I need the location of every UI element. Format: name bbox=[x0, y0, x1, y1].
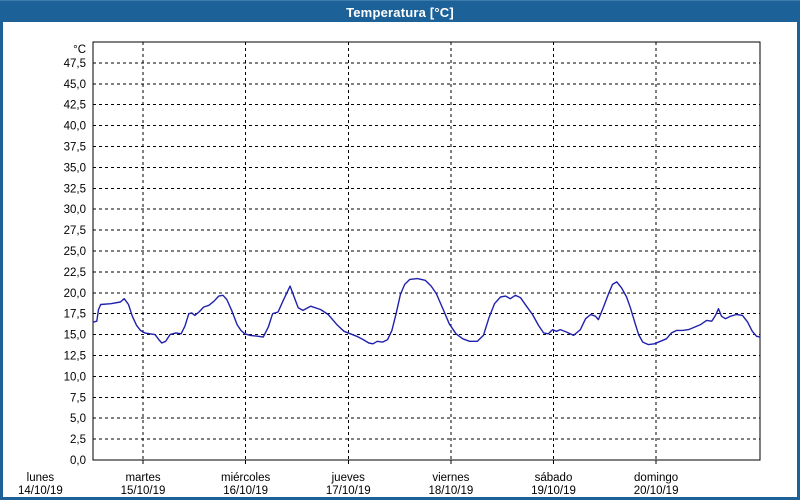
y-tick-label: 12,5 bbox=[64, 351, 86, 363]
x-day-label: jueves bbox=[331, 472, 365, 484]
y-tick-label: 2,5 bbox=[70, 434, 86, 446]
x-date-label: 18/10/19 bbox=[428, 485, 473, 497]
y-tick-label: 25,0 bbox=[64, 246, 86, 258]
x-date-label: 20/10/19 bbox=[634, 485, 679, 497]
x-day-label: miércoles bbox=[221, 472, 270, 484]
x-day-label: domingo bbox=[634, 472, 678, 484]
x-day-label: viernes bbox=[432, 472, 469, 484]
x-day-label: martes bbox=[125, 472, 160, 484]
y-tick-label: 45,0 bbox=[64, 79, 86, 91]
x-date-label: 15/10/19 bbox=[121, 485, 166, 497]
x-date-label: 17/10/19 bbox=[326, 485, 371, 497]
y-tick-label: 20,0 bbox=[64, 288, 86, 300]
y-tick-label: 15,0 bbox=[64, 330, 86, 342]
y-tick-label: 37,5 bbox=[64, 142, 86, 154]
temperature-series-line bbox=[92, 277, 761, 346]
y-tick-label: 40,0 bbox=[64, 121, 86, 133]
y-tick-label: 5,0 bbox=[70, 413, 86, 425]
x-date-label: 19/10/19 bbox=[531, 485, 576, 497]
y-tick-label: 30,0 bbox=[64, 204, 86, 216]
y-tick-label: 27,5 bbox=[64, 225, 86, 237]
y-tick-label: 35,0 bbox=[64, 162, 86, 174]
y-tick-label: 32,5 bbox=[64, 183, 86, 195]
y-tick-label: 22,5 bbox=[64, 267, 86, 279]
chart-title: Temperatura [°C] bbox=[346, 4, 454, 20]
y-tick-label: 7,5 bbox=[70, 392, 86, 404]
y-tick-label: 47,5 bbox=[64, 58, 86, 70]
x-date-label: 14/10/19 bbox=[18, 485, 63, 497]
y-tick-label: 17,5 bbox=[64, 309, 86, 321]
y-tick-label: 0,0 bbox=[70, 455, 86, 467]
plot-border bbox=[92, 41, 761, 461]
x-date-label: 16/10/19 bbox=[223, 485, 268, 497]
x-day-label: lunes bbox=[27, 472, 55, 484]
title-bar: Temperatura [°C] bbox=[0, 0, 800, 23]
y-axis-unit: °C bbox=[73, 44, 86, 56]
x-day-label: sábado bbox=[535, 472, 573, 484]
y-tick-label: 10,0 bbox=[64, 371, 86, 383]
y-tick-label: 42,5 bbox=[64, 100, 86, 112]
